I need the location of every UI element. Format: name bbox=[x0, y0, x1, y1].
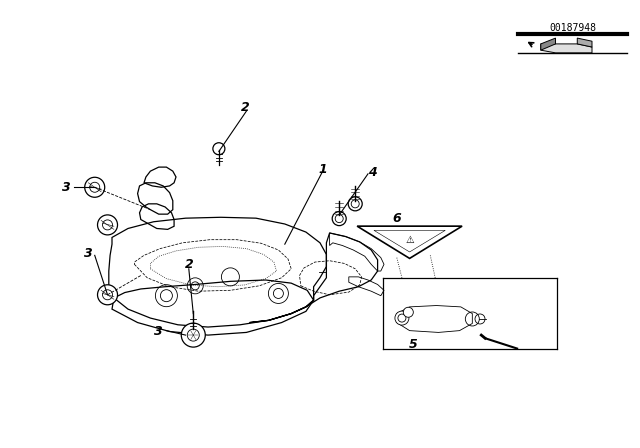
Text: 3: 3 bbox=[84, 246, 93, 260]
Text: 5: 5 bbox=[408, 337, 417, 351]
Text: 3: 3 bbox=[154, 325, 163, 338]
Text: 00187948: 00187948 bbox=[549, 23, 596, 33]
Circle shape bbox=[97, 285, 118, 305]
Text: 2: 2 bbox=[184, 258, 193, 271]
Text: 3: 3 bbox=[61, 181, 70, 194]
Circle shape bbox=[395, 311, 409, 325]
Circle shape bbox=[348, 197, 362, 211]
Text: 4: 4 bbox=[368, 166, 377, 179]
Text: 2: 2 bbox=[241, 101, 250, 114]
Polygon shape bbox=[541, 44, 592, 53]
Circle shape bbox=[332, 211, 346, 226]
Text: ⚠: ⚠ bbox=[405, 235, 414, 245]
Polygon shape bbox=[577, 38, 592, 47]
Circle shape bbox=[213, 143, 225, 155]
Circle shape bbox=[403, 307, 413, 317]
Circle shape bbox=[97, 215, 118, 235]
Text: 6: 6 bbox=[392, 212, 401, 225]
Circle shape bbox=[84, 177, 105, 197]
Text: 1: 1 bbox=[319, 163, 328, 176]
Polygon shape bbox=[541, 38, 556, 50]
Circle shape bbox=[181, 323, 205, 347]
